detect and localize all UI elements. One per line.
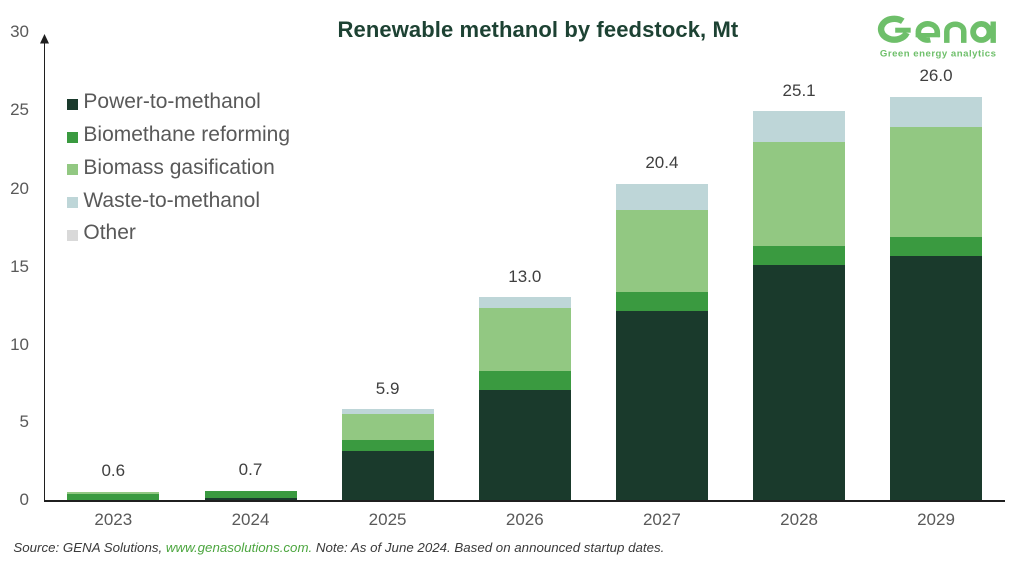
svg-text:Green energy analytics: Green energy analytics xyxy=(880,48,997,59)
